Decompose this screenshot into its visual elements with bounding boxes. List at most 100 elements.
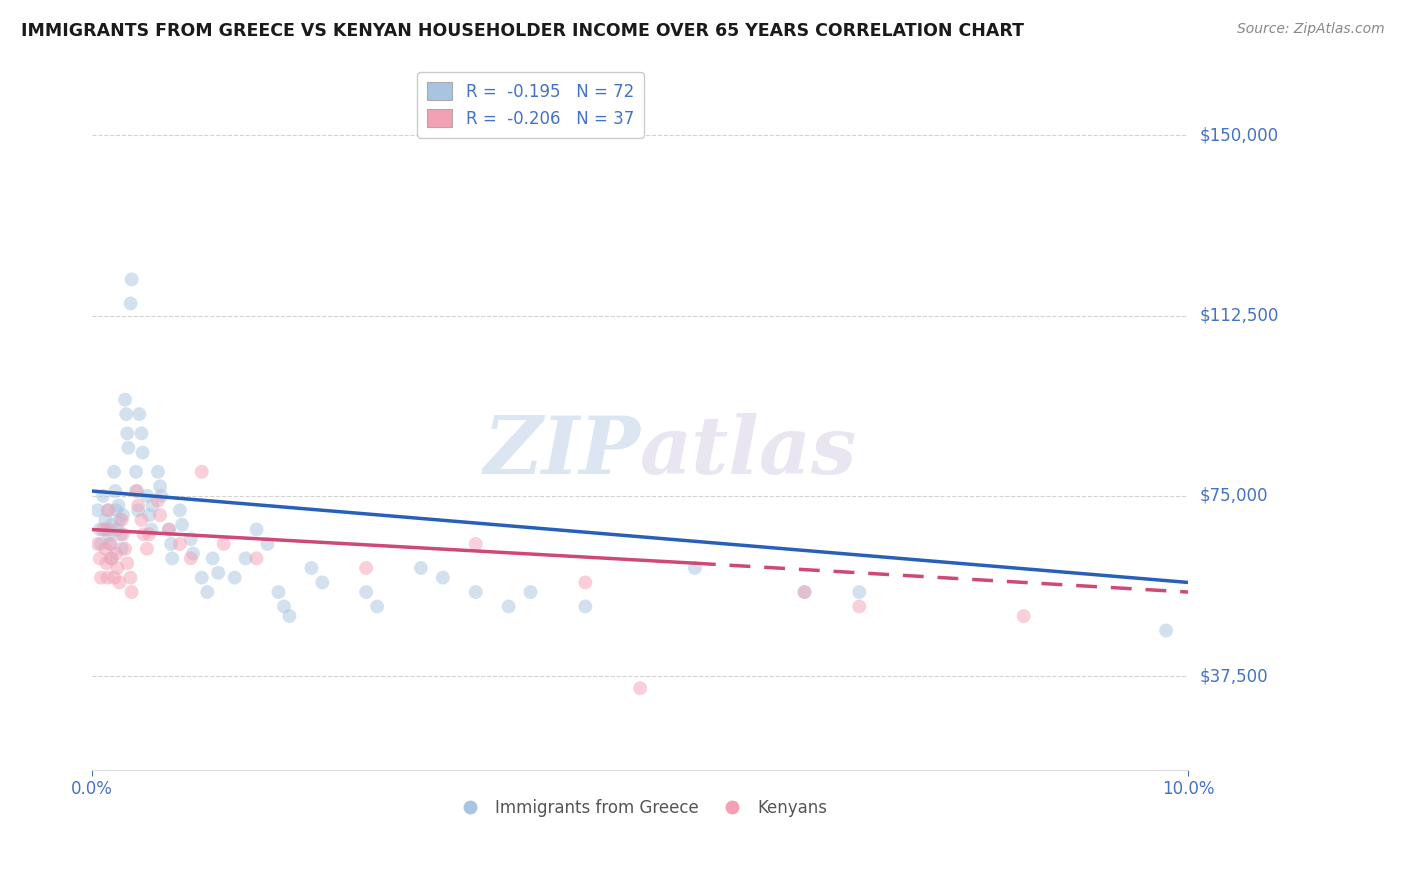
Point	[117, 426, 139, 441]
Text: $37,500: $37,500	[1199, 667, 1268, 685]
Point	[89, 523, 111, 537]
Point	[1012, 609, 1035, 624]
Point	[464, 537, 486, 551]
Point	[170, 517, 193, 532]
Text: IMMIGRANTS FROM GREECE VS KENYAN HOUSEHOLDER INCOME OVER 65 YEARS CORRELATION CH: IMMIGRANTS FROM GREECE VS KENYAN HOUSEHO…	[21, 22, 1024, 40]
Point	[103, 571, 125, 585]
Point	[273, 599, 295, 614]
Point	[97, 527, 120, 541]
Point	[138, 508, 160, 522]
Point	[149, 479, 172, 493]
Point	[180, 551, 202, 566]
Point	[146, 493, 169, 508]
Point	[91, 489, 114, 503]
Point	[117, 441, 139, 455]
Point	[235, 551, 257, 566]
Point	[628, 681, 651, 696]
Point	[125, 465, 148, 479]
Point	[96, 556, 118, 570]
Point	[91, 523, 114, 537]
Point	[191, 571, 214, 585]
Point	[96, 503, 118, 517]
Point	[157, 523, 180, 537]
Text: atlas: atlas	[640, 413, 858, 491]
Point	[683, 561, 706, 575]
Point	[191, 465, 214, 479]
Text: $112,500: $112,500	[1199, 307, 1278, 325]
Point	[793, 585, 815, 599]
Point	[101, 551, 124, 566]
Text: ZIP: ZIP	[484, 413, 640, 491]
Point	[111, 541, 134, 556]
Point	[104, 484, 127, 499]
Text: $150,000: $150,000	[1199, 126, 1278, 145]
Point	[267, 585, 290, 599]
Point	[97, 503, 120, 517]
Point	[146, 465, 169, 479]
Point	[127, 499, 149, 513]
Point	[256, 537, 278, 551]
Point	[127, 503, 149, 517]
Point	[245, 523, 267, 537]
Point	[181, 547, 204, 561]
Point	[96, 523, 118, 537]
Point	[86, 537, 108, 551]
Point	[120, 296, 142, 310]
Point	[105, 561, 128, 575]
Point	[169, 537, 191, 551]
Point	[105, 523, 128, 537]
Point	[498, 599, 520, 614]
Point	[848, 585, 870, 599]
Point	[115, 407, 138, 421]
Point	[793, 585, 815, 599]
Point	[149, 508, 172, 522]
Point	[108, 513, 131, 527]
Point	[354, 585, 377, 599]
Point	[150, 489, 173, 503]
Text: Source: ZipAtlas.com: Source: ZipAtlas.com	[1237, 22, 1385, 37]
Point	[195, 585, 218, 599]
Point	[86, 503, 108, 517]
Point	[212, 537, 235, 551]
Point	[1154, 624, 1177, 638]
Point	[110, 527, 132, 541]
Point	[100, 537, 122, 551]
Point	[224, 571, 246, 585]
Point	[120, 571, 142, 585]
Point	[432, 571, 454, 585]
Point	[105, 547, 128, 561]
Point	[121, 585, 143, 599]
Point	[136, 541, 159, 556]
Point	[157, 523, 180, 537]
Point	[574, 575, 596, 590]
Point	[141, 523, 163, 537]
Point	[160, 551, 183, 566]
Point	[132, 527, 155, 541]
Point	[90, 537, 112, 551]
Point	[409, 561, 432, 575]
Point	[98, 523, 121, 537]
Point	[278, 609, 301, 624]
Point	[103, 465, 125, 479]
Point	[299, 561, 322, 575]
Point	[90, 571, 112, 585]
Point	[311, 575, 333, 590]
Point	[141, 499, 163, 513]
Point	[89, 551, 111, 566]
Point	[111, 527, 134, 541]
Point	[101, 517, 124, 532]
Point	[366, 599, 388, 614]
Point	[574, 599, 596, 614]
Point	[114, 392, 136, 407]
Point	[107, 499, 129, 513]
Point	[519, 585, 541, 599]
Point	[131, 513, 153, 527]
Point	[354, 561, 377, 575]
Point	[100, 551, 122, 566]
Point	[94, 541, 117, 556]
Point	[464, 585, 486, 599]
Point	[98, 537, 121, 551]
Point	[245, 551, 267, 566]
Point	[207, 566, 229, 580]
Point	[108, 575, 131, 590]
